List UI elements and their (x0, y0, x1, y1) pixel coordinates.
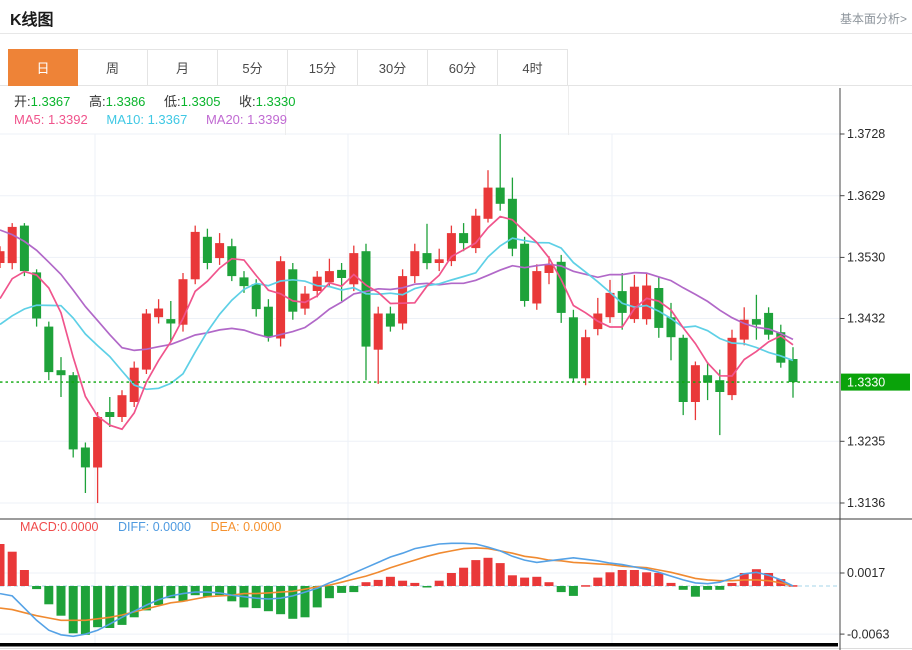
vertical-gridlines (94, 134, 613, 643)
interval-tabbar: 日周月 5分 15分 30分 60分 4时 (8, 49, 568, 86)
tab-60min[interactable]: 60分 (428, 49, 498, 86)
price-gridlines (0, 133, 840, 504)
low-value: 1.3305 (180, 94, 221, 109)
page-title: K线图 (10, 12, 54, 29)
header-divider (0, 33, 912, 34)
macd-gridlines (0, 572, 840, 635)
svg-text:1.3136: 1.3136 (847, 496, 885, 510)
macd-histogram[interactable] (0, 544, 798, 635)
ma10-label: MA10: (106, 112, 144, 127)
close-label: 收: (239, 94, 256, 109)
tab-4hour[interactable]: 4时 (498, 49, 568, 86)
svg-text:1.3728: 1.3728 (847, 127, 885, 141)
candles-layer[interactable] (0, 134, 798, 503)
tab-30min[interactable]: 30分 (358, 49, 428, 86)
dea-value: DEA: 0.0000 (210, 520, 282, 534)
svg-text:1.3235: 1.3235 (847, 435, 885, 449)
high-value: 1.3386 (105, 94, 146, 109)
macd-value: MACD:0.0000 (20, 520, 99, 534)
tab-5min[interactable]: 5分 (218, 49, 288, 86)
fundamental-analysis-link[interactable]: 基本面分析> (839, 12, 907, 26)
svg-text:1.3629: 1.3629 (847, 189, 885, 203)
info-cell-border (285, 86, 286, 135)
ma-legend: MA5: 1.3392 MA10: 1.3367 MA20: 1.3399 (14, 112, 302, 127)
price-axis-labels: 1.3728 1.3629 1.3530 1.3432 1.3235 1.3136 (840, 127, 885, 510)
low-label: 低: (164, 94, 181, 109)
close-value: 1.3330 (255, 94, 296, 109)
ma5-line (0, 215, 794, 431)
ohlc-legend: 开:1.3367 高:1.3386 低:1.3305 收:1.3330 (14, 91, 310, 110)
ma20-value: 1.3399 (247, 112, 287, 127)
macd-axis-labels: 0.0017 -0.0063 (840, 566, 889, 641)
bottom-black-bar (0, 643, 838, 647)
info-cell-border (568, 86, 569, 135)
tab-week[interactable]: 周 (78, 49, 148, 86)
tab-15min[interactable]: 15分 (288, 49, 358, 86)
diff-value: DIFF: 0.0000 (118, 520, 191, 534)
open-label: 开: (14, 94, 31, 109)
ma5-value: 1.3392 (47, 112, 88, 127)
open-value: 1.3367 (30, 94, 71, 109)
ma5-label: MA5: (14, 112, 45, 127)
tab-month[interactable]: 月 (148, 49, 218, 86)
high-label: 高: (89, 94, 106, 109)
svg-text:-0.0063: -0.0063 (847, 627, 889, 641)
ma20-label: MA20: (205, 112, 244, 127)
ma10-value: 1.3367 (147, 112, 188, 127)
svg-text:1.3330: 1.3330 (847, 376, 885, 390)
diff-line (0, 542, 794, 638)
ma20-line (0, 229, 794, 352)
tab-day[interactable]: 日 (8, 49, 78, 86)
svg-text:0.0017: 0.0017 (847, 566, 885, 580)
current-price-badge: 1.3330 (841, 373, 910, 391)
macd-legend: MACD:0.0000 DIFF: 0.0000 DEA: 0.0000 (20, 520, 281, 534)
svg-text:1.3432: 1.3432 (847, 312, 885, 326)
svg-text:1.3530: 1.3530 (847, 251, 885, 265)
